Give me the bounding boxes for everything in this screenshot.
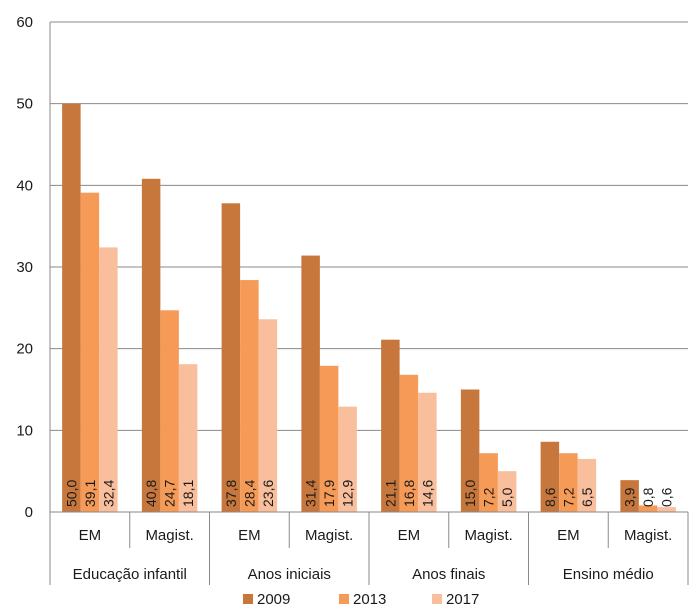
bar-2009-3 <box>301 255 320 513</box>
category-label: Magist. <box>145 527 193 544</box>
legend-label: 2013 <box>353 591 386 606</box>
bar-2009-0 <box>62 103 81 513</box>
category-label: EM <box>79 527 102 544</box>
data-label: 17,9 <box>321 480 337 507</box>
group-label: Ensino médio <box>563 566 654 583</box>
y-tick-label: 60 <box>16 14 33 31</box>
data-label: 16,8 <box>401 480 417 507</box>
legend-swatch-2017 <box>432 594 442 604</box>
data-label: 0,6 <box>659 487 675 507</box>
group-label: Anos finais <box>412 566 485 583</box>
bar-2013-1 <box>160 310 179 512</box>
legend-label: 2009 <box>257 591 290 606</box>
bar-2017-0 <box>99 247 118 512</box>
bar-2017-3 <box>338 406 357 512</box>
data-label: 0,8 <box>640 487 656 507</box>
category-label: Magist. <box>464 527 512 544</box>
bar-2013-4 <box>399 374 419 512</box>
group-label: Educação infantil <box>73 566 187 583</box>
data-label: 7,2 <box>560 487 576 507</box>
bar-2013-3 <box>319 365 339 512</box>
bar-2017-1 <box>178 364 198 512</box>
bar-2013-0 <box>80 192 100 512</box>
data-label: 24,7 <box>162 480 178 507</box>
bar-2013-5 <box>479 453 498 512</box>
bar-2013-6 <box>559 453 578 512</box>
bar-2017-4 <box>418 392 437 512</box>
y-tick-label: 50 <box>16 96 33 113</box>
data-label: 12,9 <box>340 480 356 507</box>
bar-2009-4 <box>381 339 400 512</box>
category-label: Magist. <box>305 527 353 544</box>
y-tick-label: 10 <box>16 422 33 439</box>
data-label: 14,6 <box>419 480 435 507</box>
data-label: 6,5 <box>579 487 595 507</box>
legend-swatch-2013 <box>339 594 349 604</box>
bar-2009-7 <box>620 480 639 512</box>
data-label: 32,4 <box>100 480 116 507</box>
category-label: EM <box>238 527 261 544</box>
bar-2009-1 <box>141 178 161 513</box>
legend-swatch-2009 <box>243 594 253 604</box>
data-label: 7,2 <box>481 487 497 507</box>
data-label: 31,4 <box>303 480 319 507</box>
data-label: 21,1 <box>382 480 398 507</box>
data-label: 37,8 <box>223 480 239 507</box>
bar-2017-2 <box>258 319 278 512</box>
data-label: 5,0 <box>499 487 515 507</box>
data-label: 28,4 <box>241 480 257 507</box>
category-label: EM <box>398 527 421 544</box>
bar-2013-2 <box>240 280 259 512</box>
data-label: 3,9 <box>622 487 638 507</box>
legend-label: 2017 <box>446 591 479 606</box>
data-label: 15,0 <box>462 480 478 507</box>
bar-2017-5 <box>497 471 517 512</box>
data-label: 40,8 <box>143 480 159 507</box>
data-label: 50,0 <box>63 480 79 507</box>
y-tick-label: 30 <box>16 259 33 276</box>
group-label: Anos iniciais <box>248 566 331 583</box>
y-tick-label: 40 <box>16 177 33 194</box>
bar-2009-2 <box>221 203 241 513</box>
data-label: 23,6 <box>260 480 276 507</box>
category-label: Magist. <box>624 527 672 544</box>
data-label: 18,1 <box>180 480 196 507</box>
data-label: 8,6 <box>542 487 558 507</box>
y-tick-label: 20 <box>16 341 33 358</box>
category-label: EM <box>557 527 580 544</box>
bar-2017-6 <box>577 458 597 512</box>
y-tick-label: 0 <box>25 504 33 521</box>
data-label: 39,1 <box>82 480 98 507</box>
bar-2009-5 <box>460 389 480 512</box>
bar-2009-6 <box>540 441 560 512</box>
bar-2017-7 <box>657 507 676 512</box>
bar-2013-7 <box>638 505 658 512</box>
